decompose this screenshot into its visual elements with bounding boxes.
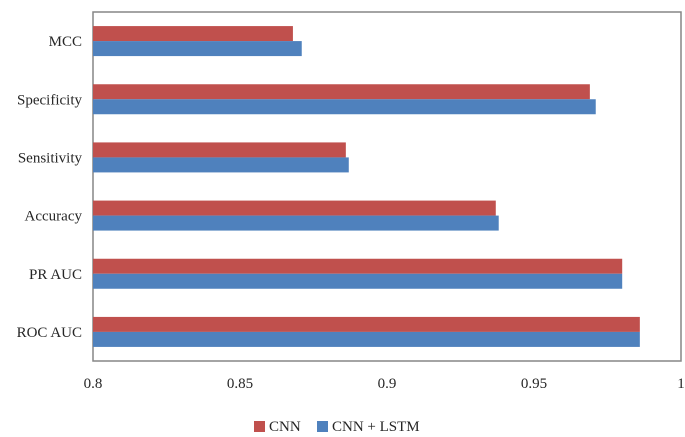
bar-cnn-accuracy — [93, 200, 496, 216]
legend-label-cnn-lstm: CNN + LSTM — [332, 419, 420, 435]
x-tick-label: 0.9 — [378, 376, 397, 392]
x-tick-label: 0.85 — [227, 376, 253, 392]
bar-cnn-roc-auc — [93, 316, 640, 332]
category-label-roc-auc: ROC AUC — [17, 325, 82, 341]
bar-cnn-mcc — [93, 26, 293, 42]
bar-cnn-lstm-roc-auc — [93, 331, 640, 347]
legend-swatch-cnn-lstm — [317, 421, 328, 432]
bar-cnn-lstm-accuracy — [93, 215, 499, 231]
category-label-sensitivity: Sensitivity — [18, 150, 83, 166]
legend-swatch-cnn — [254, 421, 265, 432]
category-label-accuracy: Accuracy — [25, 209, 83, 225]
legend: CNN CNN + LSTM — [254, 419, 420, 435]
bar-cnn-lstm-sensitivity — [93, 157, 349, 173]
bar-cnn-sensitivity — [93, 142, 346, 158]
category-label-mcc: MCC — [49, 34, 82, 50]
bar-cnn-specificity — [93, 84, 590, 100]
bar-cnn-pr-auc — [93, 258, 623, 274]
plot-area — [92, 11, 682, 362]
x-tick-label: 1 — [677, 376, 685, 392]
bar-cnn-lstm-specificity — [93, 99, 596, 115]
x-tick-label: 0.8 — [84, 376, 103, 392]
category-label-pr-auc: PR AUC — [29, 267, 82, 283]
bar-cnn-lstm-mcc — [93, 41, 302, 57]
category-label-specificity: Specificity — [17, 92, 82, 108]
legend-label-cnn: CNN — [269, 419, 301, 435]
bar-cnn-lstm-pr-auc — [93, 273, 623, 289]
x-tick-label: 0.95 — [521, 376, 547, 392]
